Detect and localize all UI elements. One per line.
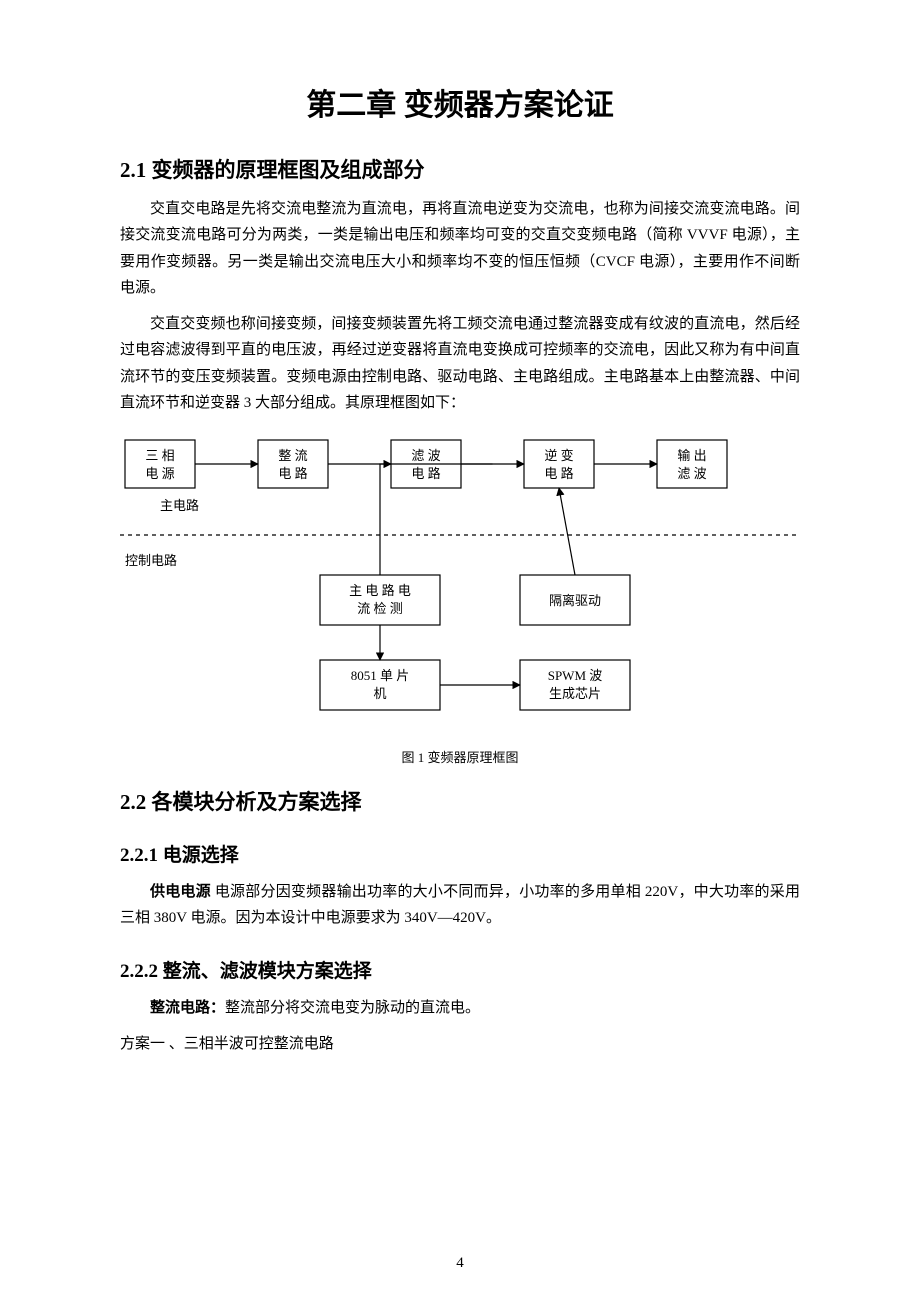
- svg-text:电 路: 电 路: [278, 466, 307, 481]
- svg-text:输 出: 输 出: [677, 448, 706, 463]
- paragraph-5: 方案一 、三相半波可控整流电路: [120, 1031, 800, 1057]
- paragraph-4-text: 整流部分将交流电变为脉动的直流电。: [225, 1000, 480, 1016]
- paragraph-4: 整流电路：整流部分将交流电变为脉动的直流电。: [120, 995, 800, 1021]
- svg-text:电 路: 电 路: [411, 466, 440, 481]
- svg-text:滤 波: 滤 波: [677, 466, 706, 481]
- section-2-2-2-heading: 2.2.2 整流、滤波模块方案选择: [120, 956, 800, 983]
- svg-text:电 路: 电 路: [544, 466, 573, 481]
- section-2-2-heading: 2.2 各模块分析及方案选择: [120, 786, 800, 816]
- svg-text:生成芯片: 生成芯片: [549, 686, 601, 701]
- svg-text:主电路: 主电路: [160, 498, 199, 513]
- page-number: 4: [0, 1255, 920, 1272]
- section-2-2-1-heading: 2.2.1 电源选择: [120, 840, 800, 867]
- paragraph-3-text: 电源部分因变频器输出功率的大小不同而异，小功率的多用单相 220V，中大功率的采…: [120, 884, 800, 926]
- svg-text:隔离驱动: 隔离驱动: [549, 593, 601, 608]
- svg-text:电 源: 电 源: [145, 466, 174, 481]
- page-root: 第二章 变频器方案论证 2.1 变频器的原理框图及组成部分 交直交电路是先将交流…: [0, 0, 920, 1302]
- svg-text:滤 波: 滤 波: [411, 448, 440, 463]
- svg-text:机: 机: [373, 686, 386, 701]
- paragraph-1: 交直交电路是先将交流电整流为直流电，再将直流电逆变为交流电，也称为间接交流变流电…: [120, 196, 800, 301]
- figure-1-diagram: 三 相电 源整 流电 路滤 波电 路逆 变电 路输 出滤 波主电路控制电路主 电…: [120, 430, 800, 735]
- paragraph-3-bold: 供电电源: [150, 884, 211, 900]
- paragraph-2: 交直交变频也称间接变频，间接变频装置先将工频交流电通过整流器变成有纹波的直流电，…: [120, 311, 800, 416]
- figure-1-caption: 图 1 变频器原理框图: [120, 747, 800, 766]
- svg-text:主 电 路 电: 主 电 路 电: [349, 583, 411, 598]
- svg-text:8051 单 片: 8051 单 片: [351, 668, 410, 683]
- svg-text:控制电路: 控制电路: [125, 553, 177, 568]
- svg-text:三 相: 三 相: [145, 448, 174, 463]
- paragraph-4-bold: 整流电路：: [150, 1000, 225, 1016]
- svg-text:SPWM 波: SPWM 波: [548, 668, 603, 683]
- svg-text:整 流: 整 流: [278, 448, 307, 463]
- chapter-title: 第二章 变频器方案论证: [120, 80, 800, 124]
- svg-text:逆 变: 逆 变: [544, 448, 573, 463]
- section-2-1-heading: 2.1 变频器的原理框图及组成部分: [120, 154, 800, 184]
- paragraph-3: 供电电源 电源部分因变频器输出功率的大小不同而异，小功率的多用单相 220V，中…: [120, 879, 800, 932]
- svg-text:流 检 测: 流 检 测: [357, 601, 403, 616]
